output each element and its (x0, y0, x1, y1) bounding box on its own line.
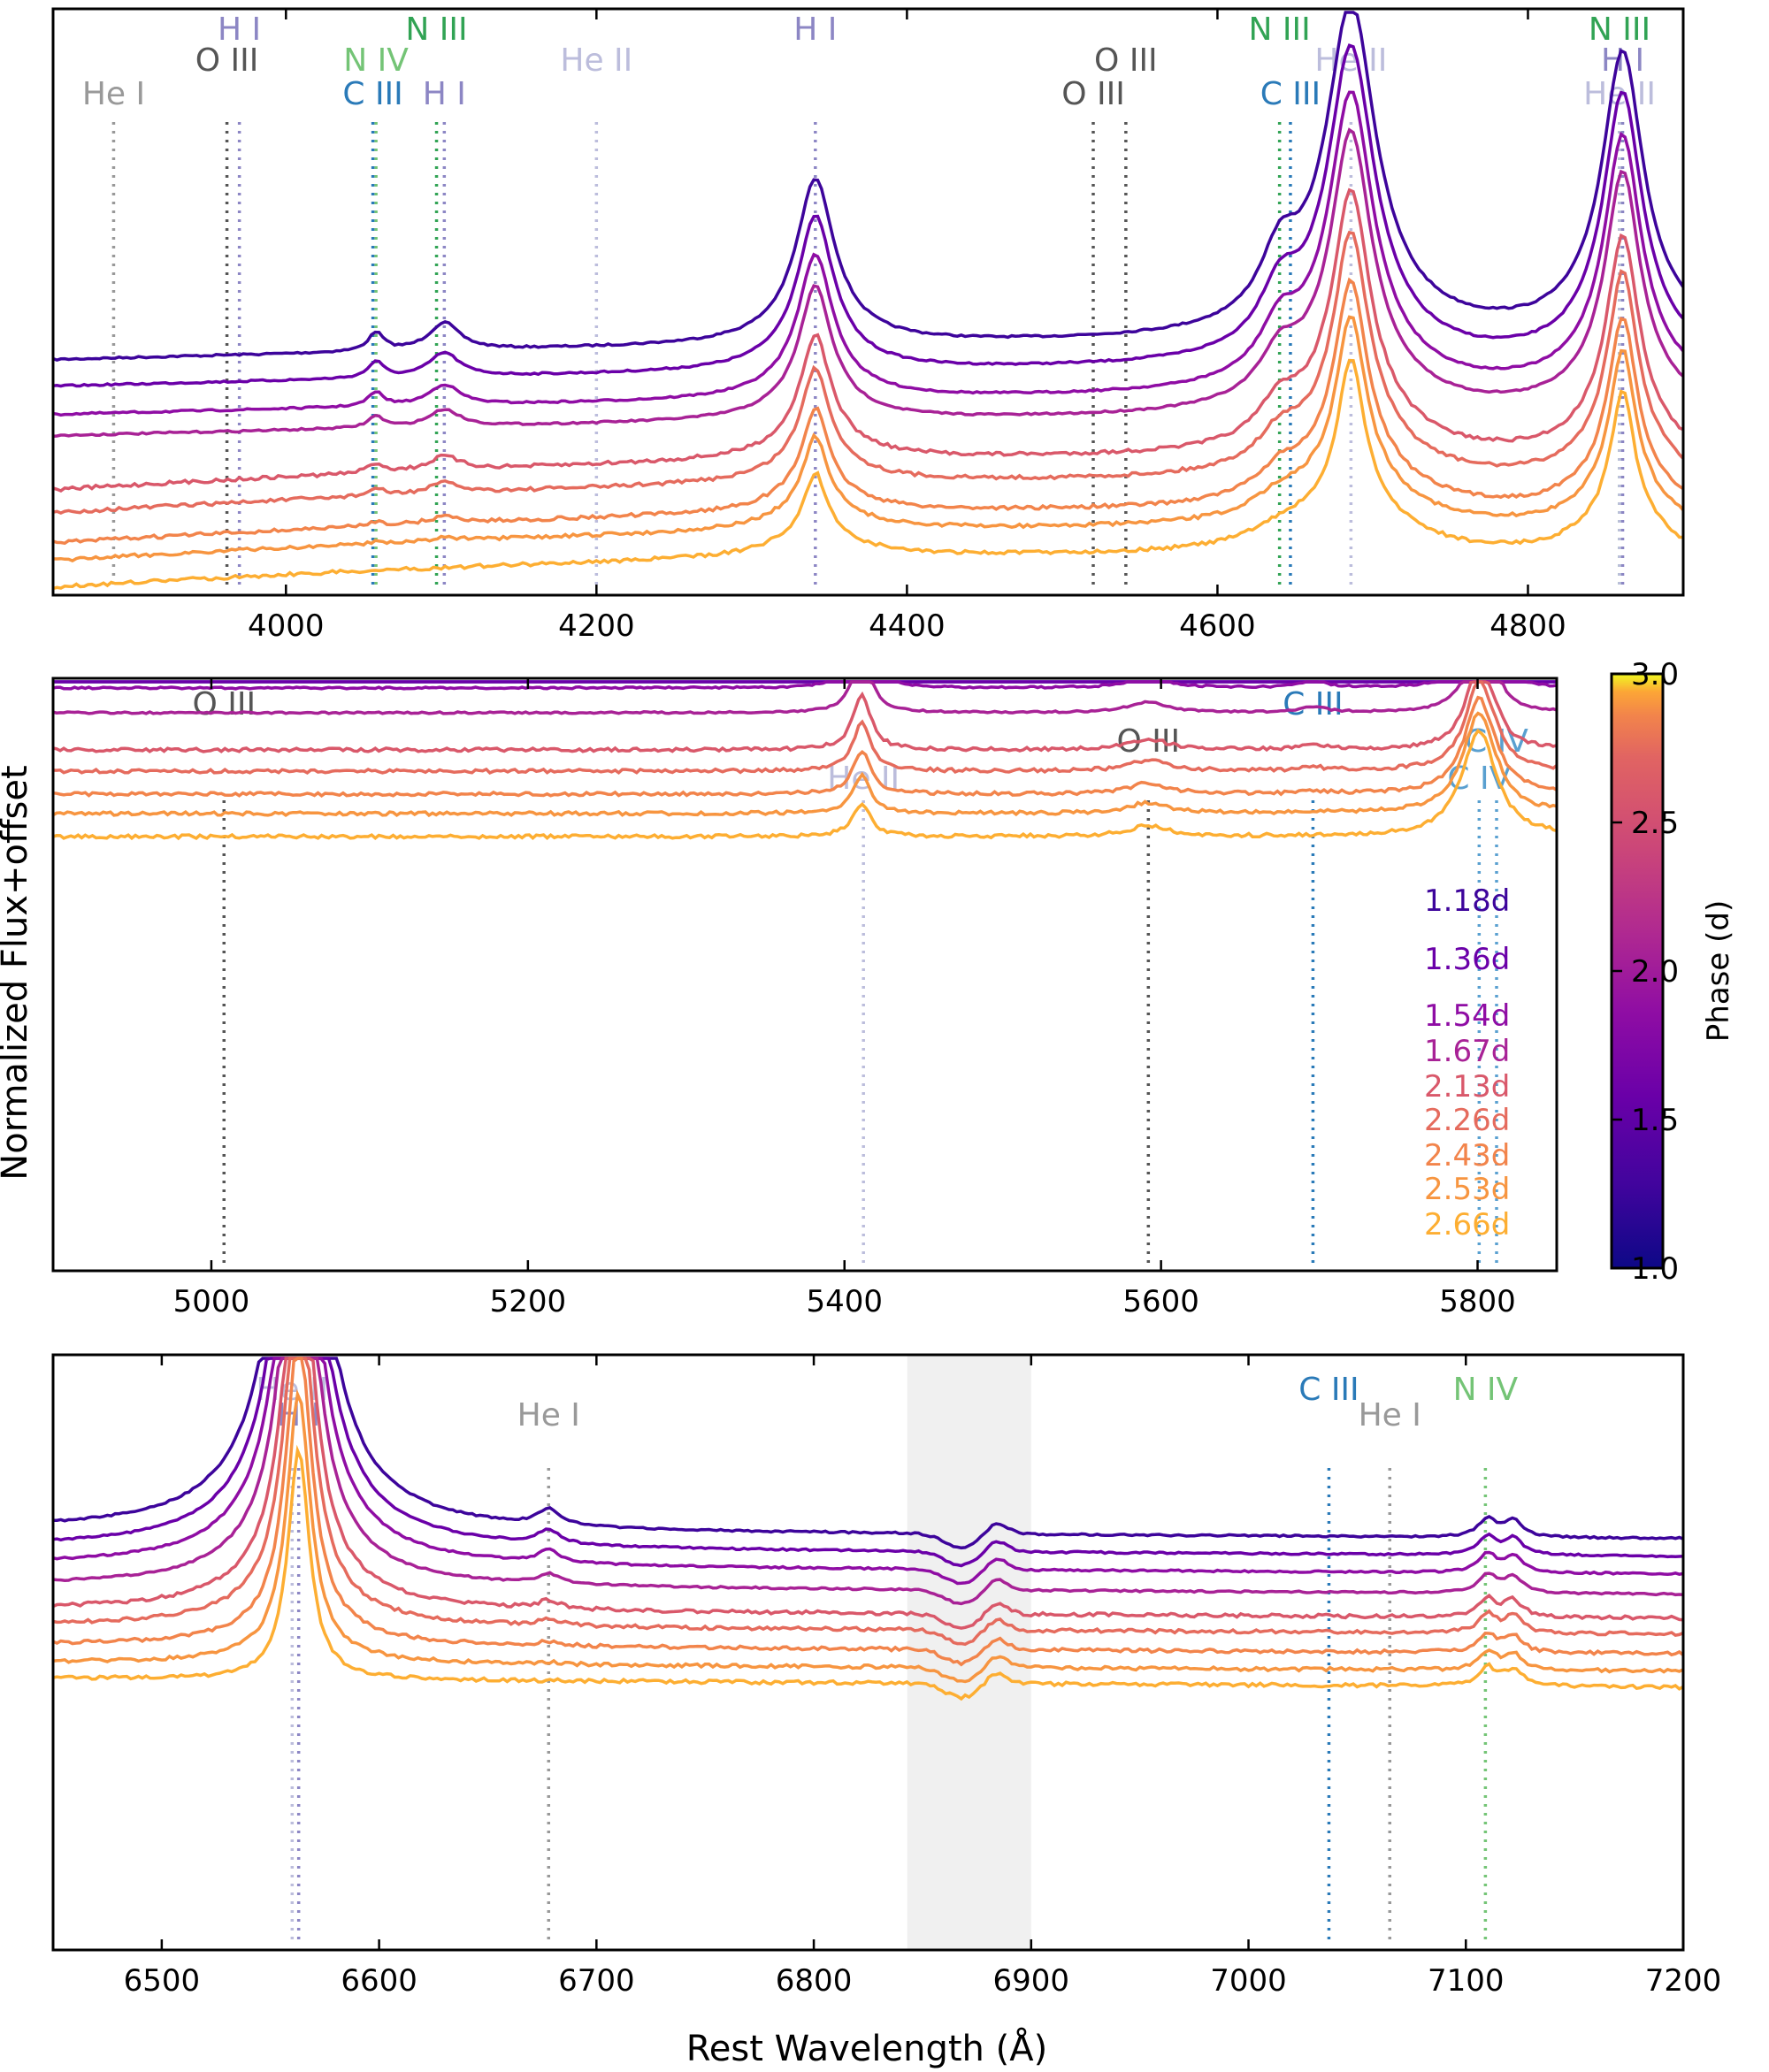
spectrum-1.36d (52, 43, 1685, 388)
spectrum-1.67d (52, 127, 1685, 439)
line-label: N IV (343, 42, 409, 79)
colorbar-label: Phase (d) (1701, 900, 1736, 1042)
colorbar-tick-label: 1.5 (1631, 1103, 1679, 1138)
x-tick-label: 4800 (1489, 608, 1566, 644)
spectrum-1.54d (52, 1357, 1684, 1586)
colorbar-tick-label: 2.0 (1631, 954, 1679, 990)
panel-frame (51, 677, 1558, 1273)
spectrum-1.67d (52, 1357, 1684, 1606)
spectrum-2.66d (52, 358, 1684, 591)
x-tick-label: 7200 (1645, 1963, 1722, 1999)
x-tick-label: 6700 (558, 1963, 635, 1999)
line-label: O III (1094, 42, 1158, 79)
epoch-label: 1.67d (1424, 1034, 1510, 1069)
panel-frame (51, 7, 1685, 597)
spectrum-2.53d (52, 711, 1558, 818)
line-label: O III (192, 686, 256, 723)
spectrum-1.18d (52, 11, 1685, 363)
spectrum-1.67d (52, 680, 1558, 715)
x-tick-label: 5000 (173, 1284, 250, 1319)
spectrum-2.43d (52, 1357, 1685, 1667)
epoch-label: 2.53d (1424, 1172, 1510, 1207)
x-tick-label: 6900 (993, 1963, 1070, 1999)
spectrum-2.13d (52, 1357, 1684, 1630)
line-label: N IV (1453, 1372, 1519, 1408)
x-tick-label: 5200 (490, 1284, 567, 1319)
colorbar-tick-label: 1.0 (1631, 1251, 1679, 1287)
spectrum-1.54d (52, 90, 1685, 417)
spectrum-2.66d (52, 1444, 1684, 1701)
line-label: C III (1298, 1372, 1359, 1408)
spectrum-2.53d (52, 315, 1685, 563)
x-tick-label: 6800 (776, 1963, 853, 1999)
line-label: C III (1283, 686, 1343, 723)
spectrum-2.66d (52, 728, 1558, 841)
x-tick-label: 4600 (1179, 608, 1256, 644)
colorbar-tick-label: 3.0 (1631, 657, 1679, 692)
spectrum-2.53d (52, 1388, 1684, 1684)
epoch-label: 2.43d (1424, 1138, 1510, 1174)
spectrum-2.13d (52, 680, 1558, 753)
x-tick-label: 7000 (1210, 1963, 1287, 1999)
line-label: He I (1359, 1397, 1421, 1434)
masked-region (907, 1355, 1031, 1950)
x-tick-label: 4400 (869, 608, 946, 644)
spectrum-2.26d (52, 230, 1685, 515)
line-label: N III (1589, 11, 1650, 48)
spectrum-1.54d (52, 680, 1558, 691)
epoch-label: 1.18d (1424, 883, 1510, 919)
spectrum-2.26d (52, 680, 1558, 776)
line-label: H I (218, 11, 261, 48)
line-label: He II (560, 42, 632, 79)
spectrum-2.13d (52, 187, 1684, 493)
line-label: He I (82, 76, 145, 112)
x-tick-label: 4000 (248, 608, 325, 644)
x-tick-label: 5800 (1439, 1284, 1516, 1319)
line-label: N III (405, 11, 467, 48)
x-tick-label: 4200 (558, 608, 635, 644)
line-label: N III (1249, 11, 1311, 48)
line-label: C III (342, 76, 402, 112)
x-tick-label: 6600 (341, 1963, 417, 1999)
epoch-label: 1.36d (1424, 942, 1510, 977)
panel-frame (51, 1353, 1685, 1952)
x-tick-label: 5600 (1122, 1284, 1199, 1319)
line-label: O III (1061, 76, 1125, 112)
line-label: H I (423, 76, 466, 112)
spectrum-1.36d (52, 1357, 1684, 1568)
x-tick-label: 6500 (124, 1963, 201, 1999)
spectrum-2.26d (52, 1357, 1684, 1647)
line-label: H I (1601, 42, 1644, 79)
x-tick-label: 7100 (1428, 1963, 1505, 1999)
epoch-label: 2.13d (1424, 1069, 1510, 1105)
colorbar-ticks: 1.0 1.5 2.0 2.5 3.0 (1612, 657, 1679, 1287)
line-label: He I (517, 1397, 580, 1434)
x-tick-label: 5400 (806, 1284, 883, 1319)
line-label: He II (1314, 42, 1387, 79)
x-axis-label: Rest Wavelength (Å) (686, 2027, 1047, 2069)
spectrum-2.43d (52, 695, 1558, 798)
epoch-label: 2.66d (1424, 1207, 1510, 1242)
epoch-label: 1.54d (1424, 998, 1510, 1034)
spectrum-2.43d (52, 277, 1684, 546)
y-axis-label: Normalized Flux+offset (0, 765, 35, 1180)
phase-colorbar: 1.0 1.5 2.0 2.5 3.0 Phase (d) (1610, 657, 1736, 1287)
line-label: H I (793, 11, 837, 48)
epoch-label: 2.26d (1424, 1103, 1510, 1138)
line-label: C III (1260, 76, 1321, 112)
line-label: O III (195, 42, 259, 79)
colorbar-tick-label: 2.5 (1631, 806, 1679, 841)
